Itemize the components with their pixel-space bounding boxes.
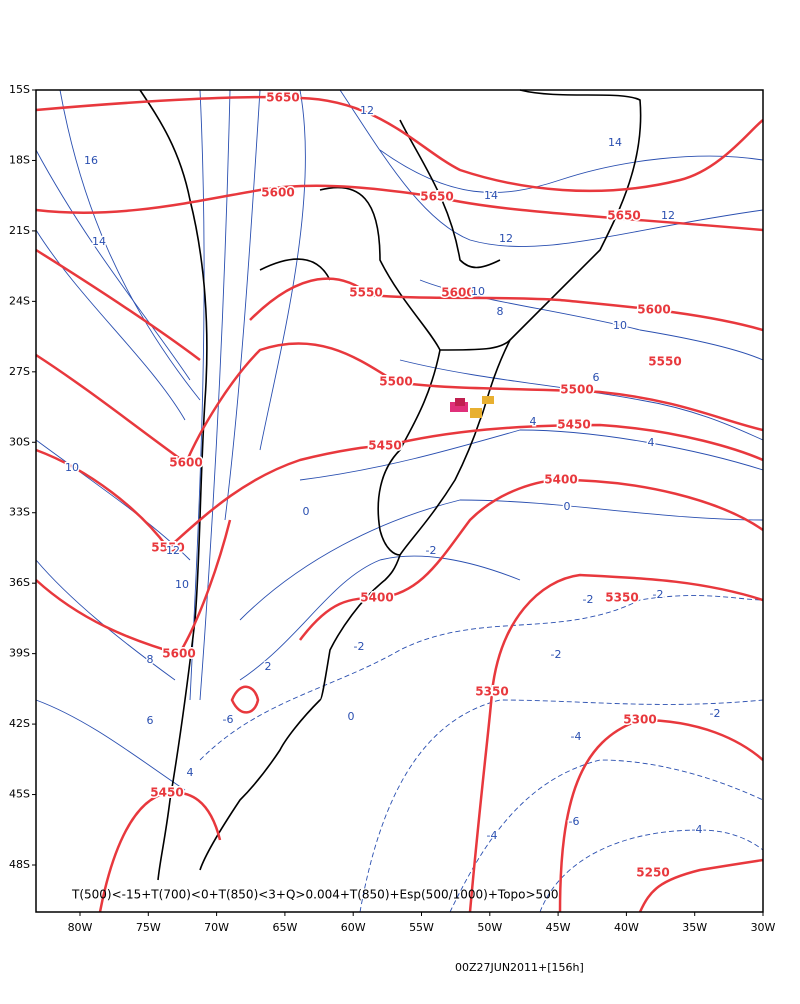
temperature-label: 10 bbox=[175, 578, 189, 591]
temperature-label: 14 bbox=[484, 189, 498, 202]
lon-tick-label: 35W bbox=[682, 921, 707, 934]
lon-tick-label: 65W bbox=[272, 921, 297, 934]
map-frame bbox=[35, 89, 764, 913]
thickness-label: 5650 bbox=[607, 209, 640, 223]
lon-tick-label: 45W bbox=[546, 921, 571, 934]
temperature-label: 6 bbox=[147, 714, 154, 727]
temperature-label: -2 bbox=[583, 593, 594, 606]
thickness-label: 5650 bbox=[420, 190, 453, 204]
lon-tick-label: 70W bbox=[204, 921, 229, 934]
temperature-label: 16 bbox=[84, 154, 98, 167]
temperature-label: -6 bbox=[569, 815, 580, 828]
temperature-label: 14 bbox=[92, 235, 106, 248]
thickness-label: 5650 bbox=[266, 91, 299, 105]
temperature-label: 14 bbox=[608, 136, 622, 149]
lon-tick-label: 30W bbox=[751, 921, 776, 934]
temperature-label: -4 bbox=[487, 829, 498, 842]
thickness-label: 5600 bbox=[261, 186, 294, 200]
lon-tick-label: 75W bbox=[136, 921, 161, 934]
thickness-label: 5550 bbox=[151, 541, 184, 555]
thickness-label: 5600 bbox=[637, 303, 670, 317]
temperature-label: 6 bbox=[593, 371, 600, 384]
temperature-label: 0 bbox=[303, 505, 310, 518]
thickness-label: 5350 bbox=[605, 591, 638, 605]
thickness-label: 5600 bbox=[162, 647, 195, 661]
temperature-label: 12 bbox=[499, 232, 513, 245]
precip-markers bbox=[450, 396, 494, 418]
lat-tick-label: 21S bbox=[9, 224, 30, 237]
lat-tick-label: 33S bbox=[9, 506, 30, 519]
lat-tick-label: 36S bbox=[9, 576, 30, 589]
temperature-label: 12 bbox=[166, 544, 180, 557]
thickness-label: 5600 bbox=[441, 286, 474, 300]
temperature-label: -4 bbox=[692, 823, 703, 836]
red-contours bbox=[35, 95, 764, 913]
thickness-label: 5400 bbox=[544, 473, 577, 487]
thickness-label: 5500 bbox=[560, 383, 593, 397]
lat-tick-label: 39S bbox=[9, 647, 30, 660]
thickness-label: 5300 bbox=[623, 713, 656, 727]
thickness-label: 5550 bbox=[349, 286, 382, 300]
lat-tick-label: 15S bbox=[9, 83, 30, 96]
temperature-label: 8 bbox=[497, 305, 504, 318]
temperature-label: 12 bbox=[661, 209, 675, 222]
lon-tick-label: 40W bbox=[614, 921, 639, 934]
temperature-label: 10 bbox=[471, 285, 485, 298]
temperature-label: -2 bbox=[653, 588, 664, 601]
thickness-label: 5450 bbox=[557, 418, 590, 432]
temperature-label: 8 bbox=[147, 653, 154, 666]
temperature-label: -6 bbox=[223, 713, 234, 726]
lat-tick-label: 24S bbox=[9, 294, 30, 307]
timestamp: 00Z27JUN2011+[156h] bbox=[455, 961, 584, 974]
temperature-label: 10 bbox=[65, 461, 79, 474]
temperature-label: 2 bbox=[265, 660, 272, 673]
lat-tick-label: 45S bbox=[9, 788, 30, 801]
temperature-label: 0 bbox=[564, 500, 571, 513]
lon-tick-label: 55W bbox=[409, 921, 434, 934]
thickness-label: 5500 bbox=[379, 375, 412, 389]
lon-tick-label: 50W bbox=[477, 921, 502, 934]
temperature-label: 4 bbox=[530, 415, 537, 428]
lon-tick-label: 80W bbox=[68, 921, 93, 934]
lat-tick-label: 18S bbox=[9, 153, 30, 166]
temperature-label: -2 bbox=[551, 648, 562, 661]
thickness-label: 5400 bbox=[360, 591, 393, 605]
lat-tick-label: 42S bbox=[9, 717, 30, 730]
thickness-label: 5600 bbox=[169, 456, 202, 470]
thickness-label: 5250 bbox=[636, 866, 669, 880]
lat-tick-label: 30S bbox=[9, 435, 30, 448]
temperature-label: -2 bbox=[426, 544, 437, 557]
thickness-label: 5450 bbox=[150, 786, 183, 800]
thickness-label: 5550 bbox=[648, 355, 681, 369]
lat-tick-label: 27S bbox=[9, 365, 30, 378]
temperature-label: -2 bbox=[354, 640, 365, 653]
blue-contours bbox=[35, 89, 764, 913]
thickness-label: 5350 bbox=[475, 685, 508, 699]
caption: T(500)<-15+T(700)<0+T(850)<3+Q>0.004+T(8… bbox=[71, 888, 558, 902]
temperature-label: 0 bbox=[348, 710, 355, 723]
temperature-label: 4 bbox=[187, 766, 194, 779]
temperature-label: 10 bbox=[613, 319, 627, 332]
temperature-label: 12 bbox=[360, 104, 374, 117]
temperature-label: 4 bbox=[648, 436, 655, 449]
lat-tick-label: 48S bbox=[9, 858, 30, 871]
coastline bbox=[139, 89, 642, 881]
temperature-label: -4 bbox=[571, 730, 582, 743]
lon-tick-label: 60W bbox=[341, 921, 366, 934]
thickness-label: 5450 bbox=[368, 439, 401, 453]
temperature-label: -2 bbox=[710, 707, 721, 720]
